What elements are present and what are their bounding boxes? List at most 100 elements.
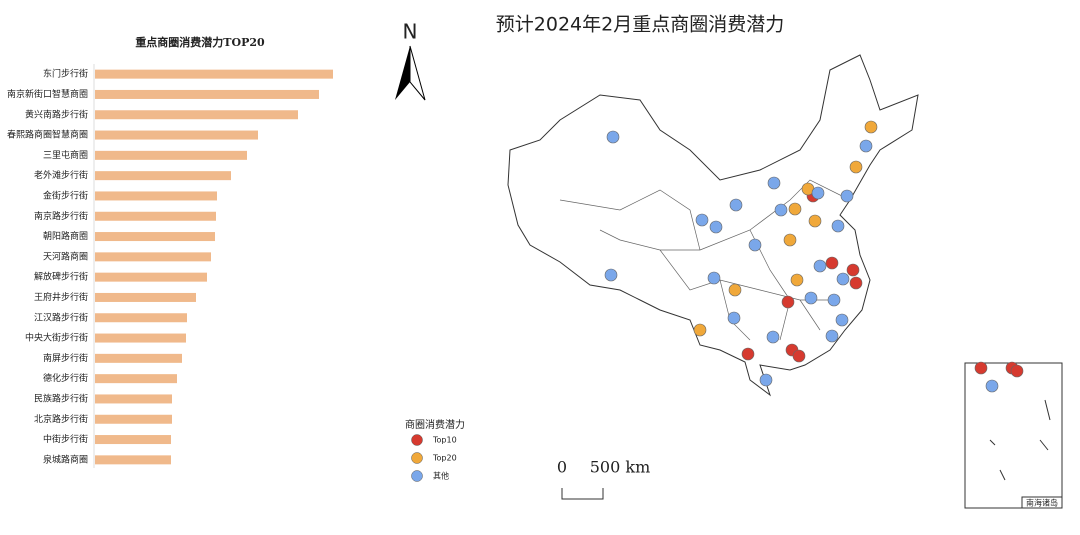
city-marker xyxy=(766,330,780,344)
city-marker xyxy=(808,214,822,228)
city-marker xyxy=(788,202,802,216)
city-marker xyxy=(748,238,762,252)
bar xyxy=(95,313,187,323)
city-marker xyxy=(695,213,709,227)
bar xyxy=(95,171,231,181)
city-marker xyxy=(846,263,860,277)
city-marker xyxy=(604,268,618,282)
category-label: 江汉路步行街 xyxy=(34,311,88,323)
bar xyxy=(95,89,319,99)
city-marker xyxy=(825,329,839,343)
city-marker xyxy=(835,313,849,327)
scale-label: 500 km xyxy=(590,458,651,477)
category-label: 金街步行街 xyxy=(43,189,88,201)
category-label: 南京路步行街 xyxy=(34,210,88,222)
city-marker xyxy=(781,295,795,309)
legend-marker xyxy=(411,470,423,482)
city-marker xyxy=(792,349,806,363)
legend-marker xyxy=(411,434,423,446)
arrow-left xyxy=(395,46,410,100)
map-title: 预计2024年2月重点商圈消费潜力 xyxy=(496,14,784,36)
bar xyxy=(95,110,298,120)
category-label: 东门步行街 xyxy=(43,68,88,80)
category-label: 南京新街口智慧商圈 xyxy=(7,88,88,100)
bar xyxy=(95,232,215,242)
city-marker xyxy=(783,233,797,247)
category-label: 北京路步行街 xyxy=(34,413,88,425)
legend-title: 商圈消费潜力 xyxy=(405,418,465,431)
inset-frame xyxy=(964,362,1063,509)
category-label: 南屏步行街 xyxy=(43,352,88,364)
bar xyxy=(95,455,171,465)
bar xyxy=(95,353,182,363)
city-marker xyxy=(840,189,854,203)
category-label: 王府井步行街 xyxy=(34,291,88,303)
city-marker xyxy=(693,323,707,337)
chart-title: 重点商圈消费潜力TOP20 xyxy=(135,35,265,49)
city-marker xyxy=(859,139,873,153)
inset-label: 南海诸岛 xyxy=(1026,498,1058,508)
bar xyxy=(95,414,172,424)
scale-bar: 0 500 km xyxy=(557,458,650,500)
city-marker xyxy=(849,160,863,174)
city-marker xyxy=(831,219,845,233)
category-label: 春熙路商圈智慧商圈 xyxy=(7,129,88,141)
bar xyxy=(95,191,217,201)
legend-marker xyxy=(411,452,423,464)
category-label: 中街步行街 xyxy=(43,433,88,445)
category-label: 民族路步行街 xyxy=(34,392,88,404)
scale-line xyxy=(561,488,604,500)
north-label: N xyxy=(403,20,418,44)
city-marker xyxy=(825,256,839,270)
category-label: 德化步行街 xyxy=(43,372,88,384)
north-arrow: N xyxy=(395,20,426,101)
category-label: 解放碑步行街 xyxy=(34,271,88,283)
bar xyxy=(95,69,333,79)
legend-label: Top20 xyxy=(432,454,457,463)
category-label: 老外滩步行街 xyxy=(34,169,88,181)
category-label: 中央大街步行街 xyxy=(25,332,88,344)
city-marker xyxy=(811,186,825,200)
bar xyxy=(95,394,172,404)
legend-label: Top10 xyxy=(432,436,457,445)
legend-label: 其他 xyxy=(433,471,449,481)
category-label: 朝阳路商圈 xyxy=(43,230,88,242)
city-marker xyxy=(974,361,988,375)
city-marker xyxy=(836,272,850,286)
bar xyxy=(95,130,258,140)
city-marker xyxy=(804,291,818,305)
scale-label: 0 xyxy=(557,458,567,477)
city-marker xyxy=(709,220,723,234)
city-marker xyxy=(767,176,781,190)
city-marker xyxy=(741,347,755,361)
city-marker xyxy=(1010,364,1024,378)
city-marker xyxy=(774,203,788,217)
bar xyxy=(95,374,177,384)
bar xyxy=(95,292,196,302)
city-marker xyxy=(729,198,743,212)
inset-label-box xyxy=(1021,496,1063,509)
city-marker xyxy=(813,259,827,273)
bar xyxy=(95,435,171,445)
province-borders xyxy=(559,179,851,341)
city-marker xyxy=(790,273,804,287)
inset-islands xyxy=(989,399,1051,481)
city-marker xyxy=(727,311,741,325)
bar xyxy=(95,150,247,160)
city-marker xyxy=(864,120,878,134)
bar xyxy=(95,333,186,343)
category-label: 三里屯商圈 xyxy=(43,149,88,161)
city-marker xyxy=(827,293,841,307)
arrow-right xyxy=(409,45,426,101)
city-marker xyxy=(707,271,721,285)
city-marker xyxy=(606,130,620,144)
category-label: 黄兴南路步行街 xyxy=(25,108,88,120)
bar xyxy=(95,272,207,282)
bar xyxy=(95,252,211,262)
city-marker xyxy=(849,276,863,290)
city-marker xyxy=(728,283,742,297)
bar xyxy=(95,211,216,221)
category-label: 泉城路商圈 xyxy=(43,453,88,465)
city-marker xyxy=(985,379,999,393)
